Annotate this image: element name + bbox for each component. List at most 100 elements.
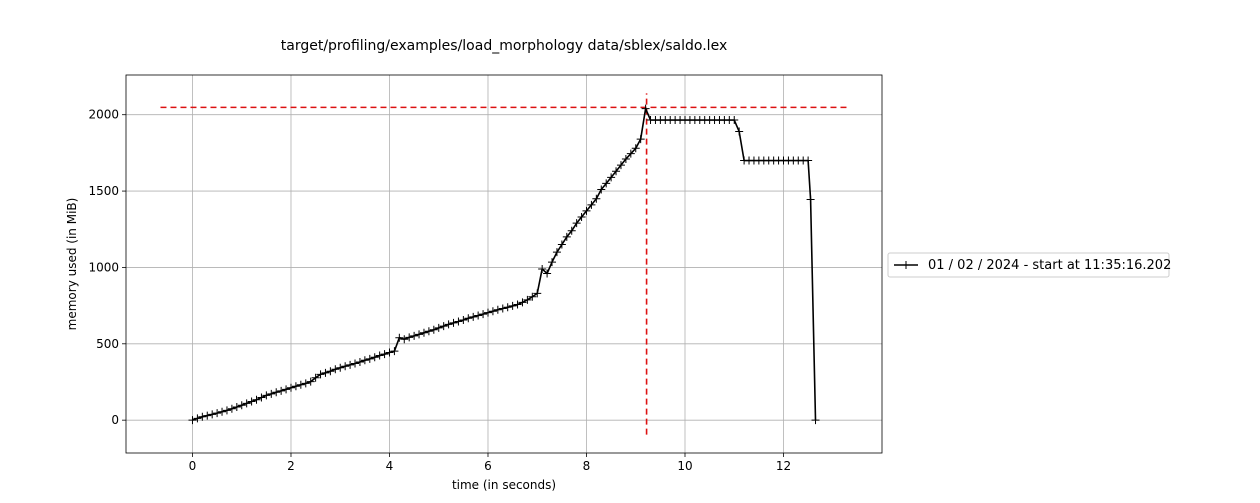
data-point-marker xyxy=(291,382,300,391)
data-point-marker xyxy=(188,416,197,425)
data-point-marker xyxy=(538,264,547,273)
data-point-marker xyxy=(474,311,483,320)
data-point-marker xyxy=(508,301,517,310)
data-point-marker xyxy=(419,328,428,337)
data-point-marker xyxy=(198,412,207,421)
x-tick-label: 6 xyxy=(484,459,492,473)
grid-layer xyxy=(126,75,882,453)
data-point-marker xyxy=(735,127,744,136)
x-tick-label: 12 xyxy=(776,459,791,473)
plot-area-frame xyxy=(125,74,883,454)
data-point-marker xyxy=(543,269,552,278)
data-point-marker xyxy=(232,403,241,412)
y-tick-label: 2000 xyxy=(88,108,119,122)
data-point-marker xyxy=(503,303,512,312)
data-point-marker xyxy=(548,258,557,267)
data-point-marker xyxy=(355,357,364,366)
data-point-marker xyxy=(607,173,616,182)
x-tick-label: 2 xyxy=(287,459,295,473)
axis-ticks: 0 2 4 6 8 10 12 0 500 1000 1500 2000 xyxy=(88,108,791,473)
x-tick-label: 8 xyxy=(583,459,591,473)
data-point-marker xyxy=(518,298,527,307)
data-point-marker xyxy=(375,351,384,360)
data-point-marker xyxy=(385,348,394,357)
data-point-marker xyxy=(336,363,345,372)
data-point-marker xyxy=(469,312,478,321)
data-point-marker xyxy=(523,295,532,304)
data-point-marker xyxy=(306,377,315,386)
legend-entry-label: 01 / 02 / 2024 - start at 11:35:16.202 xyxy=(928,258,1171,273)
data-point-marker xyxy=(222,406,231,415)
data-point-marker xyxy=(572,219,581,228)
data-point-marker xyxy=(262,391,271,400)
data-point-marker xyxy=(237,401,246,410)
data-point-marker xyxy=(247,397,256,406)
data-point-marker xyxy=(282,385,291,394)
data-point-marker xyxy=(439,322,448,331)
data-point-marker xyxy=(370,353,379,362)
data-point-marker xyxy=(277,386,286,395)
legend: 01 / 02 / 2024 - start at 11:35:16.202 xyxy=(887,252,1171,278)
data-point-marker xyxy=(806,195,815,204)
data-point-marker xyxy=(257,393,266,402)
data-point-marker xyxy=(360,356,369,365)
data-point-marker xyxy=(415,330,424,339)
data-point-marker xyxy=(316,370,325,379)
data-point-marker xyxy=(641,104,650,113)
data-point-marker xyxy=(636,135,645,144)
data-point-marker xyxy=(203,411,212,420)
data-point-marker xyxy=(528,292,537,301)
data-point-marker xyxy=(444,320,453,329)
data-point-marker xyxy=(331,365,340,374)
data-point-marker xyxy=(567,226,576,235)
data-point-marker xyxy=(424,327,433,336)
y-tick-label: 1000 xyxy=(88,260,119,274)
data-point-marker xyxy=(493,305,502,314)
chart-title: target/profiling/examples/load_morpholog… xyxy=(281,38,727,54)
data-point-marker xyxy=(218,407,227,416)
data-point-marker xyxy=(533,289,542,298)
data-point-marker xyxy=(449,318,458,327)
x-axis-label: time (in seconds) xyxy=(452,478,556,492)
x-tick-label: 10 xyxy=(677,459,692,473)
data-point-marker xyxy=(390,347,399,356)
data-point-marker xyxy=(616,161,625,170)
data-point-marker xyxy=(429,325,438,334)
data-point-marker xyxy=(400,335,409,344)
data-point-marker xyxy=(208,410,217,419)
data-point-marker xyxy=(410,331,419,340)
data-point-marker xyxy=(479,310,488,319)
data-point-marker xyxy=(286,383,295,392)
data-point-marker xyxy=(454,317,463,326)
y-axis-label: memory used (in MiB) xyxy=(65,198,79,331)
data-point-marker xyxy=(351,359,360,368)
data-point-marker xyxy=(326,367,335,376)
y-tick-label: 500 xyxy=(96,337,119,351)
data-point-marker xyxy=(227,404,236,413)
data-point-marker xyxy=(321,368,330,377)
data-point-marker xyxy=(612,167,621,176)
data-point-marker xyxy=(631,144,640,153)
data-point-marker xyxy=(296,380,305,389)
data-point-marker xyxy=(730,116,739,125)
data-point-marker xyxy=(346,360,355,369)
data-point-marker xyxy=(395,333,404,342)
data-point-marker xyxy=(513,300,522,309)
legend-marker-sample xyxy=(902,261,910,269)
data-point-marker xyxy=(582,206,591,215)
data-point-marker xyxy=(562,232,571,241)
data-point-marker xyxy=(242,399,251,408)
y-tick-label: 1500 xyxy=(88,184,119,198)
series-layer xyxy=(188,104,820,425)
data-point-marker xyxy=(592,194,601,203)
data-point-marker xyxy=(267,389,276,398)
data-point-marker xyxy=(301,379,310,388)
data-point-marker xyxy=(311,373,320,382)
data-point-marker xyxy=(252,395,261,404)
series-line xyxy=(192,107,817,421)
data-point-marker xyxy=(621,155,630,163)
data-point-marker xyxy=(365,354,374,363)
data-point-marker xyxy=(587,200,596,209)
data-point-marker xyxy=(602,179,611,188)
